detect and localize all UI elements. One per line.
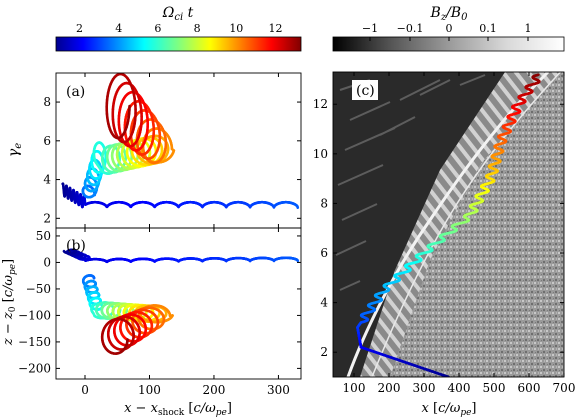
x-tick-label: 200: [378, 381, 401, 395]
x-tick-label: 200: [203, 383, 226, 397]
colorbar-left-label: Ωci t: [162, 5, 194, 23]
y-tick-label: 12: [313, 97, 328, 111]
y-tick-label: 2: [320, 345, 328, 359]
panel-c-frame: [332, 71, 565, 378]
trajectory-segment: [62, 249, 66, 254]
colorbar-left-tick: 2: [76, 22, 83, 35]
y-tick-label: −100: [18, 308, 51, 322]
colorbar-right-label: Bz/B0: [430, 5, 469, 23]
panel-b-frame: [55, 227, 302, 380]
colorbar-right-tick: −0.1: [397, 22, 424, 35]
panel-a-label: (a): [66, 84, 85, 100]
panel-b-label: (b): [66, 238, 86, 254]
x-tick-label: 500: [483, 381, 506, 395]
heatmap-ramp-front: [371, 72, 562, 377]
y-tick-label: 8: [320, 196, 328, 210]
colorbar-left-tick: 10: [229, 22, 243, 35]
heatmap-upstream: [390, 72, 564, 377]
panel-a-frame: [55, 72, 302, 229]
y-tick-label: 6: [320, 246, 328, 260]
x-tick-label: 300: [267, 383, 290, 397]
y-tick-label: 0: [43, 255, 51, 269]
panel-b-xlabel: x − xshock [c/ωpe]: [124, 401, 232, 418]
y-tick-label: 2: [43, 211, 51, 225]
colorbar-left-tick: 8: [194, 22, 201, 35]
x-tick-label: 400: [448, 381, 471, 395]
y-tick-label: 8: [43, 95, 51, 109]
panel-b-ylabel: z − z0 [c/ωpe]: [1, 259, 18, 346]
y-tick-label: 4: [320, 296, 328, 310]
panel-c: 100 200 300 400 500 600 700 2 4 6 8 10 12 (c) x [c/ω…: [313, 71, 576, 418]
colorbar-right-ticks: −1 −0.1 0 0.1 1: [362, 22, 532, 41]
colorbar-right: Bz/B0 −1 −0.1 0 0.1 1: [332, 5, 565, 52]
colorbar-left-tick: 4: [115, 22, 122, 35]
x-tick-label: 100: [343, 381, 366, 395]
heatmap-foot: [360, 72, 560, 377]
y-tick-label: 50: [36, 229, 51, 243]
y-tick-label: −150: [18, 335, 51, 349]
heatmap-downstream: [333, 72, 505, 377]
colorbar-right-tick: 0.1: [479, 22, 497, 35]
panel-a: 2 4 6 8 (a) γe: [6, 72, 302, 229]
x-tick-label: 300: [413, 381, 436, 395]
y-tick-label: −50: [26, 282, 51, 296]
panel-c-xlabel: x [c/ωpe]: [422, 401, 477, 418]
colorbar-right-tick: −1: [362, 22, 378, 35]
colorbar-left-tick: 12: [269, 22, 283, 35]
x-tick-label: 0: [81, 383, 89, 397]
y-tick-label: 10: [313, 147, 328, 161]
x-tick-label: 100: [138, 383, 161, 397]
x-tick-label: 600: [518, 381, 541, 395]
y-tick-label: 6: [43, 134, 51, 148]
colorbar-left: Ωci t 2 4 6 8 10 12: [55, 5, 302, 52]
panel-c-label: (c): [356, 83, 375, 99]
colorbar-left-tick: 6: [154, 22, 161, 35]
x-tick-label: 700: [553, 381, 576, 395]
y-tick-label: 4: [43, 173, 51, 187]
panel-c-label-box: [352, 80, 378, 100]
trajectory-segment: [94, 160, 103, 172]
y-tick-label: −200: [18, 361, 51, 375]
colorbar-left-gradient: [55, 36, 302, 52]
heatmap-shock-front: [346, 72, 550, 377]
colorbar-right-tick: 0: [446, 22, 453, 35]
colorbar-right-tick: 1: [525, 22, 532, 35]
panel-a-ylabel: γe: [6, 143, 24, 157]
panel-b: 0 100 200 300 50 0 −50 −100 −150 −200 (b) z − z0 …: [1, 227, 302, 418]
